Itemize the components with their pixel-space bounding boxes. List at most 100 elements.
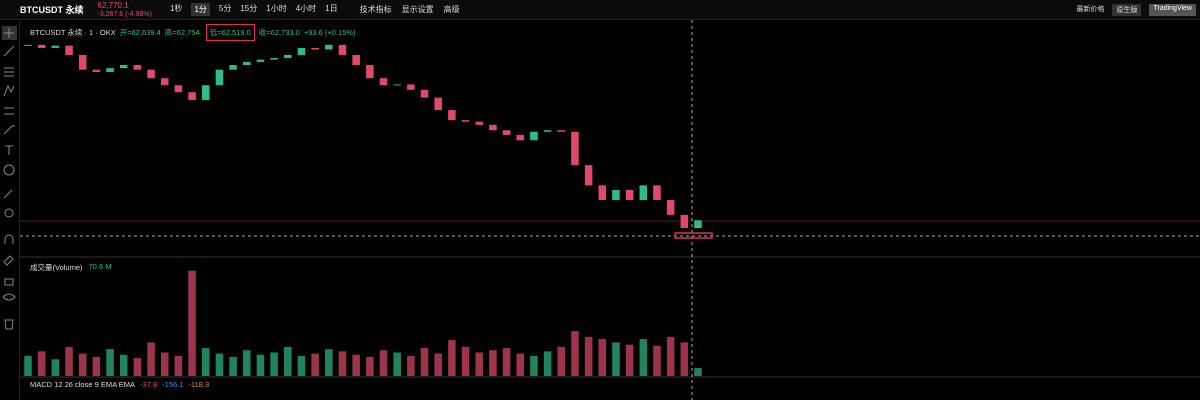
- candle: [51, 45, 60, 48]
- candle: [65, 45, 73, 55]
- volume-bar: [65, 346, 73, 376]
- last-price: 62,770.1: [97, 0, 129, 10]
- legend-title: BTCUSDT 永续 · 1 · OKX: [30, 28, 116, 37]
- candle: [434, 97, 442, 111]
- candle: [133, 65, 142, 70]
- tool-button[interactable]: 高级: [443, 5, 460, 14]
- candle: [666, 200, 675, 215]
- candle: [379, 78, 388, 86]
- volume-bar: [530, 355, 538, 376]
- highlight-box: [674, 232, 713, 239]
- price-type[interactable]: 最新价格: [1076, 6, 1105, 13]
- volume-bar: [270, 352, 278, 376]
- legend: BTCUSDT 永续 · 1 · OKX 开=62,639.4 高=62,754…: [30, 24, 356, 41]
- candle: [243, 61, 251, 66]
- candle: [325, 44, 333, 50]
- volume-bar: [653, 345, 661, 376]
- volume-legend: 成交量(Volume) 70.6 M: [30, 262, 111, 273]
- candle: [174, 85, 183, 93]
- interval-button[interactable]: 1日: [325, 4, 338, 13]
- interval-button[interactable]: 1小时: [266, 4, 287, 13]
- candle: [625, 190, 634, 201]
- view-tradingview[interactable]: TradingView: [1149, 4, 1196, 16]
- macd-value: -118.3: [188, 380, 210, 389]
- candle: [201, 85, 210, 100]
- volume-bar: [78, 353, 87, 376]
- volume-bar: [625, 344, 634, 376]
- candle: [284, 54, 292, 59]
- macd-label: MACD 12 26 close 9 EMA EMA: [30, 380, 136, 389]
- volume-bar: [571, 331, 579, 376]
- volume-bar: [516, 353, 525, 376]
- volume-bar: [37, 351, 46, 376]
- view-switch: 最新价格 原生版 TradingView: [1076, 4, 1196, 16]
- volume-bar: [160, 352, 169, 376]
- candle: [147, 69, 155, 79]
- candle: [639, 185, 648, 201]
- volume-bar: [106, 349, 114, 376]
- candle: [475, 121, 483, 125]
- legend-delta: +93.6 (+0.15%): [303, 28, 356, 37]
- candle: [502, 130, 511, 135]
- candle: [420, 89, 429, 98]
- volume-bar: [243, 350, 251, 376]
- macd-legend: MACD 12 26 close 9 EMA EMA -37.8 -156.1 …: [30, 380, 209, 389]
- volume-bar: [393, 352, 401, 376]
- interval-button[interactable]: 4小时: [295, 4, 317, 13]
- volume-bar: [639, 339, 648, 376]
- volume-bar: [366, 356, 374, 376]
- volume-bar: [448, 340, 456, 376]
- candle: [571, 131, 579, 166]
- candle: [584, 165, 593, 186]
- volume-bar: [489, 350, 497, 376]
- interval-button[interactable]: 15分: [240, 4, 258, 13]
- top-bar: BTCUSDT 永续 62,770.1 -3,287.6 (-4.98%) 1秒…: [0, 0, 1200, 20]
- volume-bar: [475, 352, 483, 376]
- volume-bar: [188, 270, 196, 376]
- volume-value: 70.6 M: [88, 262, 112, 271]
- interval-button[interactable]: 1分: [191, 3, 210, 16]
- legend-close: 收=62,733.0: [258, 28, 300, 37]
- volume-bar: [502, 348, 511, 376]
- volume-bar: [352, 354, 360, 376]
- candle: [612, 190, 620, 201]
- candle: [352, 54, 360, 66]
- volume-bar: [51, 359, 60, 376]
- volume-bar: [284, 346, 292, 376]
- legend-low: 低=62,519.0: [205, 24, 255, 41]
- tools: 技术指标 显示设置 高级: [360, 4, 460, 15]
- volume-bar: [147, 342, 155, 376]
- candle: [311, 47, 319, 50]
- candle: [448, 110, 456, 121]
- volume-bar: [311, 353, 319, 376]
- volume-label: 成交量(Volume): [30, 263, 83, 272]
- symbol[interactable]: BTCUSDT 永续: [20, 5, 84, 15]
- candle: [24, 44, 32, 46]
- volume-bar: [612, 342, 620, 376]
- volume-bar: [420, 348, 429, 376]
- volume-bar: [174, 355, 183, 376]
- candle: [557, 130, 566, 132]
- candle: [188, 92, 196, 100]
- candle: [680, 214, 689, 229]
- volume-bar: [434, 353, 442, 376]
- candle: [653, 185, 661, 201]
- tool-button[interactable]: 技术指标: [359, 5, 392, 14]
- price-change: -3,287.6 (-4.98%): [97, 10, 152, 18]
- volume-bar: [598, 339, 607, 376]
- intervals: 1秒 1分 5分 15分 1小时 4小时 1日: [170, 3, 338, 16]
- candle: [256, 59, 265, 62]
- candle: [215, 69, 224, 86]
- candle: [543, 130, 552, 132]
- view-native[interactable]: 原生版: [1112, 4, 1142, 16]
- candle: [393, 84, 401, 86]
- volume-bar: [666, 336, 675, 376]
- volume-bar: [557, 346, 566, 376]
- interval-button[interactable]: 5分: [218, 4, 232, 13]
- interval-button[interactable]: 1秒: [169, 4, 183, 13]
- volume-bar: [256, 354, 265, 376]
- tool-button[interactable]: 显示设置: [401, 5, 434, 14]
- candle: [92, 69, 101, 73]
- candle: [338, 44, 347, 55]
- volume-bar: [229, 356, 237, 376]
